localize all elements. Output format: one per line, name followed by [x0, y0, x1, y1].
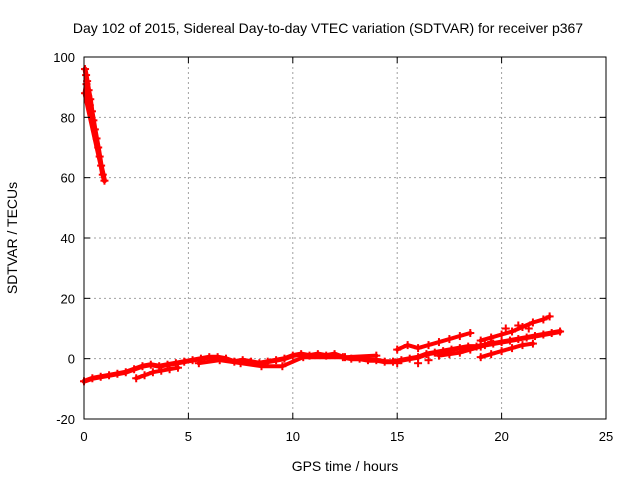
- data-point: [88, 374, 97, 383]
- data-point: [130, 365, 139, 374]
- y-tick-label: 60: [61, 171, 75, 186]
- data-point: [405, 354, 414, 363]
- data-point: [113, 369, 122, 378]
- axis-ticks: 0 5 10 15 20 25 -20 0 20 40 60 80 100: [53, 50, 613, 444]
- data-point: [163, 360, 172, 369]
- data-point: [100, 176, 109, 185]
- data-point: [85, 101, 94, 110]
- data-point: [188, 356, 197, 365]
- data-point: [84, 92, 93, 101]
- data-point: [414, 359, 423, 368]
- series-trace-branch: [196, 353, 379, 369]
- data-point: [81, 65, 90, 74]
- data-point: [389, 357, 398, 366]
- x-tick-label: 15: [390, 429, 404, 444]
- y-tick-label: 0: [68, 352, 75, 367]
- data-point: [96, 372, 105, 381]
- y-tick-label: 40: [61, 231, 75, 246]
- data-point: [155, 362, 164, 371]
- data-point: [547, 329, 556, 338]
- data-points: [80, 65, 565, 386]
- data-point: [92, 134, 101, 143]
- data-point: [531, 332, 540, 341]
- data-point: [539, 330, 548, 339]
- data-point: [94, 143, 103, 152]
- data-point: [380, 357, 389, 366]
- data-point: [171, 359, 180, 368]
- series-trace-branch: [478, 314, 552, 343]
- y-tick-label: 80: [61, 110, 75, 125]
- data-point: [97, 161, 106, 170]
- data-point: [556, 327, 565, 336]
- series-trace-branch: [437, 340, 494, 358]
- series-trace-branch: [478, 341, 535, 360]
- data-point: [393, 359, 402, 368]
- data-point: [105, 371, 114, 380]
- data-point: [514, 335, 523, 344]
- data-point: [397, 356, 406, 365]
- y-tick-label: -20: [56, 412, 75, 427]
- data-point: [89, 116, 98, 125]
- x-tick-label: 5: [185, 429, 192, 444]
- data-point: [501, 324, 510, 333]
- data-point: [505, 336, 514, 345]
- data-point: [497, 338, 506, 347]
- data-point: [95, 152, 104, 161]
- x-axis-label: GPS time / hours: [292, 458, 399, 474]
- x-tick-label: 0: [80, 429, 87, 444]
- series-trace-branch: [395, 331, 473, 352]
- data-point: [272, 356, 281, 365]
- x-tick-label: 20: [494, 429, 508, 444]
- y-axis-label: SDTVAR / TECUs: [4, 182, 20, 294]
- data-point: [87, 107, 96, 116]
- x-tick-label: 25: [599, 429, 613, 444]
- data-point: [430, 348, 439, 357]
- data-point: [82, 71, 91, 80]
- data-point: [280, 354, 289, 363]
- y-tick-label: 100: [53, 50, 75, 65]
- x-tick-label: 10: [286, 429, 300, 444]
- data-point: [138, 362, 147, 371]
- chart-title: Day 102 of 2015, Sidereal Day-to-day VTE…: [73, 20, 583, 36]
- data-point: [424, 356, 433, 365]
- series-trace-branch: [134, 365, 180, 381]
- data-point: [288, 351, 297, 360]
- y-tick-label: 20: [61, 291, 75, 306]
- data-point: [98, 170, 107, 179]
- data-point: [146, 360, 155, 369]
- data-point: [422, 350, 431, 359]
- data-point: [90, 125, 99, 134]
- data-point: [180, 357, 189, 366]
- data-point: [522, 333, 531, 342]
- data-point: [121, 368, 130, 377]
